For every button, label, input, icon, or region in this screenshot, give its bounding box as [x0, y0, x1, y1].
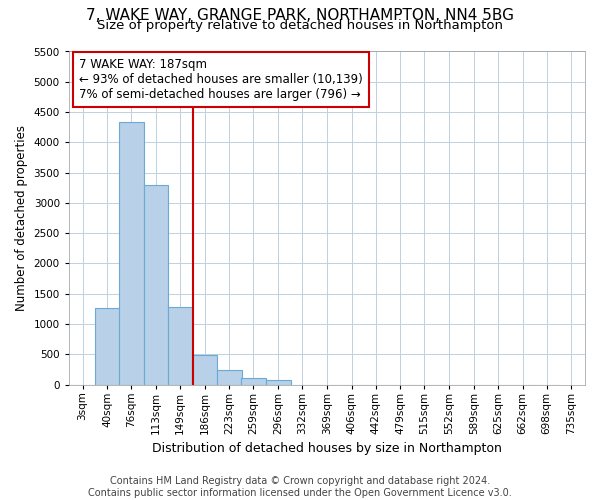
- Text: 7 WAKE WAY: 187sqm
← 93% of detached houses are smaller (10,139)
7% of semi-deta: 7 WAKE WAY: 187sqm ← 93% of detached hou…: [79, 58, 363, 101]
- Bar: [241, 378, 266, 384]
- Text: Size of property relative to detached houses in Northampton: Size of property relative to detached ho…: [97, 19, 503, 32]
- Bar: [119, 122, 143, 384]
- Bar: [143, 184, 169, 384]
- Bar: [167, 307, 193, 384]
- Y-axis label: Number of detached properties: Number of detached properties: [15, 125, 28, 311]
- X-axis label: Distribution of detached houses by size in Northampton: Distribution of detached houses by size …: [152, 442, 502, 455]
- Bar: [217, 370, 242, 384]
- Bar: [95, 308, 119, 384]
- Text: 7, WAKE WAY, GRANGE PARK, NORTHAMPTON, NN4 5BG: 7, WAKE WAY, GRANGE PARK, NORTHAMPTON, N…: [86, 8, 514, 22]
- Bar: [193, 355, 217, 384]
- Bar: [266, 380, 290, 384]
- Text: Contains HM Land Registry data © Crown copyright and database right 2024.
Contai: Contains HM Land Registry data © Crown c…: [88, 476, 512, 498]
